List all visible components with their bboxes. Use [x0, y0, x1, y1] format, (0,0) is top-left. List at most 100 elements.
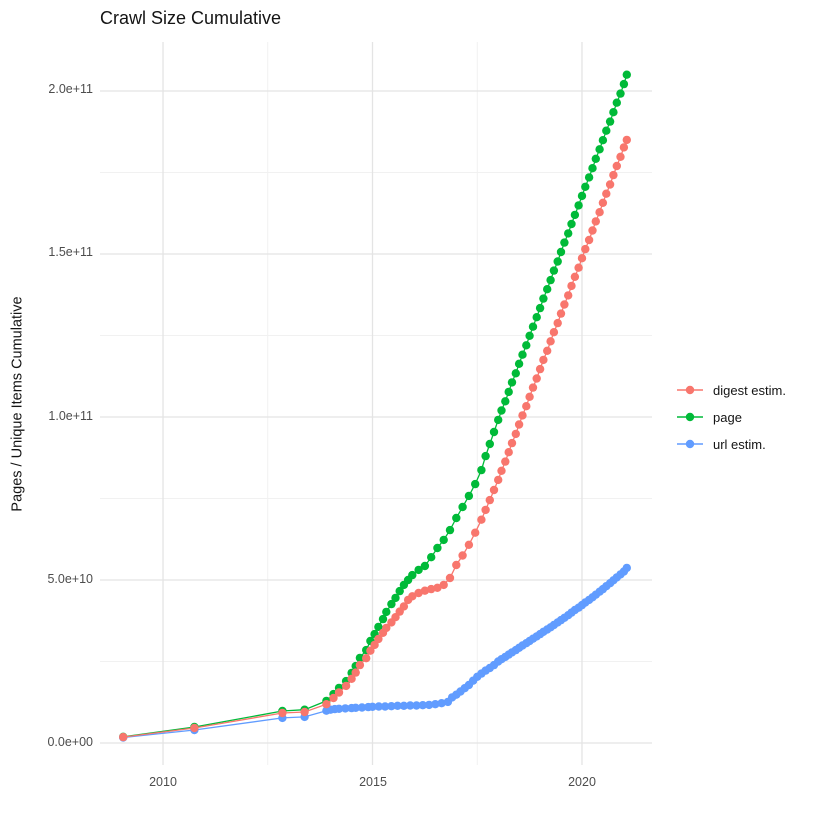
data-point	[507, 378, 517, 387]
data-point	[334, 688, 344, 697]
data-point	[494, 415, 503, 425]
data-point	[598, 136, 608, 145]
data-point	[546, 337, 555, 346]
data-point	[378, 614, 388, 624]
data-point	[622, 135, 631, 145]
data-point	[393, 701, 402, 710]
y-tick-label: 2.0e+11	[48, 82, 93, 96]
data-point	[399, 602, 409, 611]
data-point	[431, 700, 440, 709]
data-point	[612, 98, 621, 107]
data-point	[522, 402, 531, 411]
data-point	[581, 182, 590, 191]
legend-item-url-estim: url estim.	[676, 436, 786, 452]
data-point	[497, 406, 506, 415]
data-point	[420, 586, 430, 595]
data-point	[584, 235, 594, 245]
y-tick-label: 0.0e+00	[47, 735, 93, 749]
data-point	[622, 70, 631, 79]
legend-key-digest-icon	[677, 385, 703, 395]
x-tick-label: 2020	[568, 775, 596, 789]
data-point	[412, 701, 421, 710]
data-point	[504, 448, 513, 457]
legend-key-url-icon	[677, 439, 703, 449]
data-point	[532, 313, 541, 322]
data-point	[525, 392, 534, 401]
data-point	[366, 646, 375, 655]
data-point	[588, 226, 597, 235]
data-point	[504, 387, 513, 397]
data-point	[481, 505, 490, 515]
data-point	[605, 180, 615, 189]
data-point	[445, 573, 455, 583]
data-point	[543, 346, 552, 355]
data-point	[514, 359, 524, 368]
legend: digest estim. page url estim.	[676, 382, 786, 452]
data-point	[574, 263, 583, 272]
data-point	[591, 154, 600, 163]
data-point	[560, 300, 569, 309]
data-point	[481, 451, 490, 461]
data-point	[357, 703, 367, 712]
data-point	[341, 681, 351, 691]
data-point	[433, 583, 442, 592]
y-tick-label: 1.5e+11	[48, 245, 93, 259]
data-point	[553, 257, 562, 266]
x-tick-label: 2010	[149, 775, 177, 789]
data-point	[322, 700, 331, 709]
data-point	[408, 570, 417, 580]
data-point	[334, 704, 344, 713]
data-point	[477, 465, 486, 475]
data-point	[622, 563, 631, 573]
data-point	[368, 702, 377, 711]
data-point	[300, 707, 309, 717]
data-point	[535, 303, 545, 313]
data-point	[424, 700, 434, 710]
data-point	[528, 383, 538, 392]
data-point	[347, 674, 356, 683]
data-point	[395, 586, 404, 596]
data-point	[560, 238, 569, 247]
data-point	[609, 170, 618, 180]
data-point	[341, 704, 350, 713]
data-point	[564, 291, 573, 300]
data-point	[619, 143, 629, 152]
y-tick-label: 5.0e+10	[47, 572, 93, 586]
data-point	[570, 272, 580, 281]
data-point	[399, 701, 409, 710]
data-point	[619, 79, 629, 89]
data-point	[528, 322, 538, 331]
legend-key-page-icon	[677, 412, 703, 422]
data-point	[387, 599, 396, 609]
data-point	[567, 281, 576, 291]
data-point	[382, 623, 391, 633]
data-point	[433, 543, 442, 553]
data-point	[380, 702, 390, 711]
data-point	[489, 427, 499, 437]
data-point	[437, 699, 446, 708]
legend-item-label: digest estim.	[713, 382, 786, 398]
data-point	[570, 210, 580, 220]
data-point	[553, 318, 562, 328]
data-point	[501, 397, 510, 406]
data-point	[464, 540, 474, 549]
legend-item-label: url estim.	[713, 436, 766, 452]
data-point	[278, 708, 287, 718]
data-point	[598, 198, 608, 207]
data-point	[595, 208, 604, 217]
data-point	[497, 466, 506, 475]
data-point	[609, 108, 618, 117]
data-point	[535, 364, 545, 374]
data-point	[494, 475, 503, 485]
data-point	[543, 285, 552, 294]
data-point	[556, 309, 566, 318]
data-point	[581, 244, 590, 254]
data-point	[119, 732, 128, 742]
data-point	[605, 117, 615, 126]
data-point	[591, 217, 600, 226]
data-point	[427, 553, 436, 562]
data-point	[584, 173, 594, 182]
data-point	[355, 660, 365, 670]
chart-title: Crawl Size Cumulative	[100, 8, 282, 28]
